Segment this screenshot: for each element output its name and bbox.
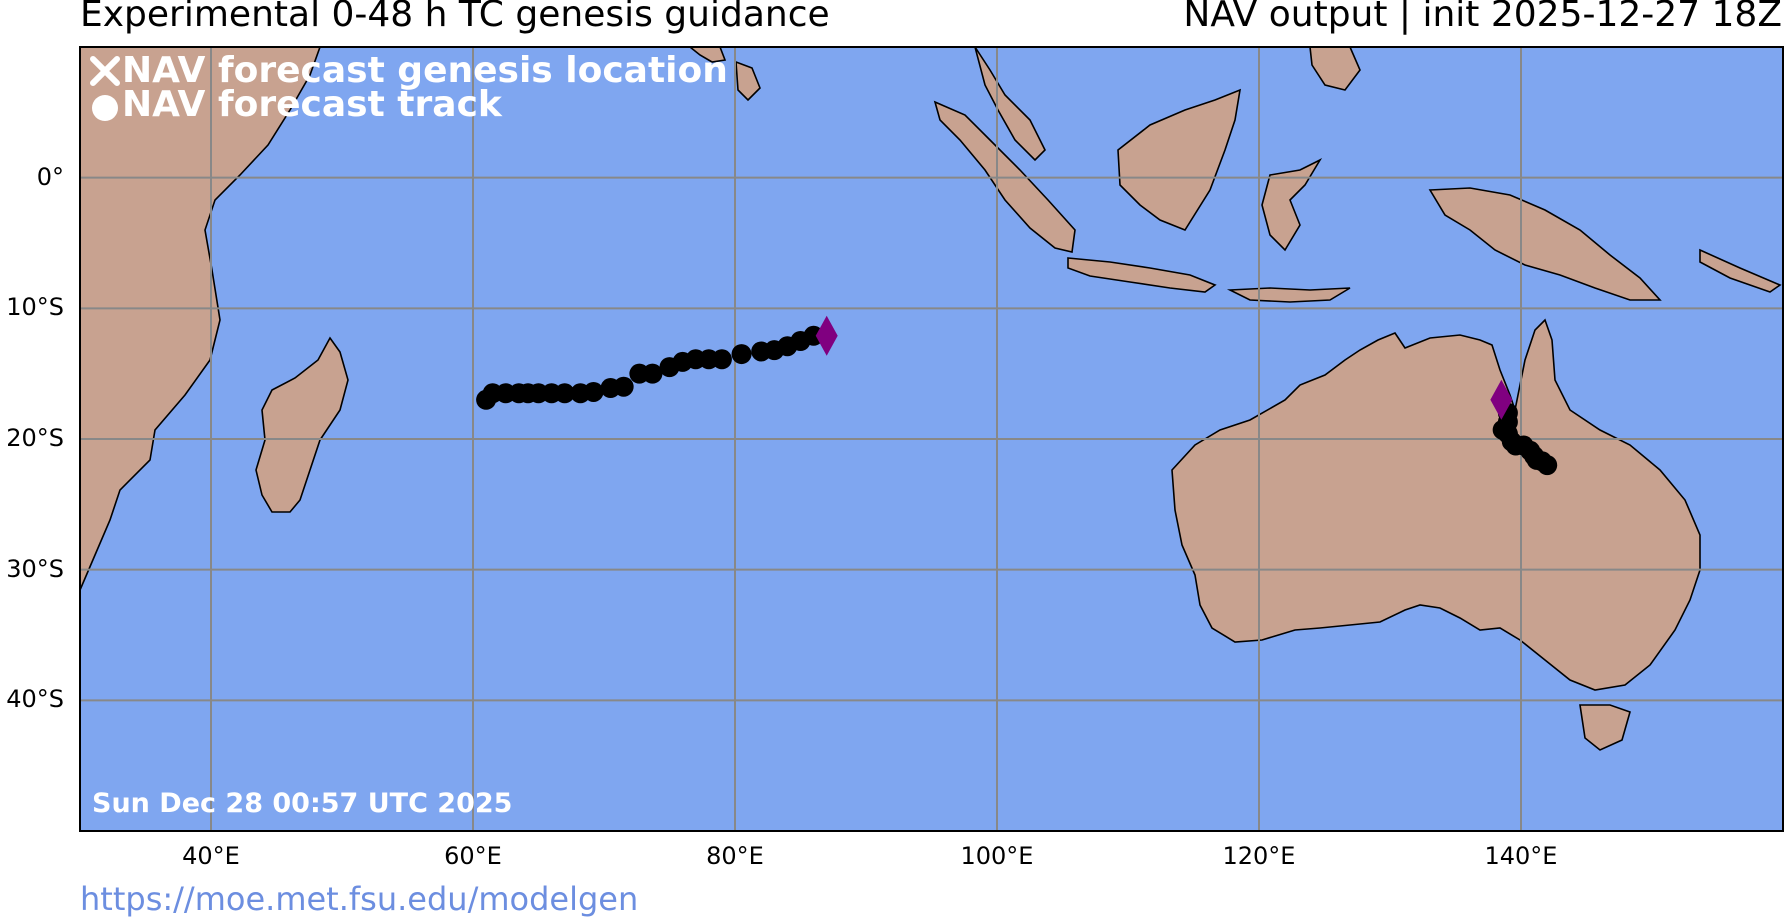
lon-tick-label: 100°E (960, 842, 1034, 870)
lon-tick-label: 80°E (706, 842, 764, 870)
genesis-marker (1490, 379, 1513, 420)
borneo-landmass (1117, 88, 1242, 231)
australia-landmass (1171, 318, 1701, 691)
timestamp: Sun Dec 28 00:57 UTC 2025 (92, 788, 513, 819)
sri-lanka-landmass (735, 60, 761, 102)
lon-tick-label: 40°E (182, 842, 240, 870)
madagascar-landmass (255, 336, 349, 513)
land-layer (80, 47, 1782, 751)
map-frame (79, 46, 1784, 832)
lon-tick-label: 120°E (1222, 842, 1296, 870)
tasmania-landmass (1579, 704, 1631, 751)
sulawesi-landmass (1261, 158, 1323, 252)
solomon-islands-landmass (1699, 248, 1782, 293)
lat-tick-label: 40°S (6, 685, 64, 714)
track-point (659, 357, 680, 378)
track-point (1526, 449, 1547, 470)
lat-tick-label: 30°S (6, 554, 64, 583)
run-info-title: NAV output | init 2025-12-27 18Z (1183, 0, 1782, 35)
track-point (629, 363, 650, 384)
lat-tick-label: 0° (36, 162, 64, 191)
legend-genesis: NAV forecast genesis location (88, 50, 728, 91)
legend-track: NAV forecast track (88, 84, 502, 125)
track-point (570, 383, 591, 404)
dot-marker-icon (88, 88, 122, 122)
india-tip-landmass (688, 47, 727, 63)
philippines-landmass (1309, 47, 1361, 91)
forecast-tracks (476, 315, 1558, 476)
x-marker-icon (88, 54, 122, 88)
chart-title: Experimental 0-48 h TC genesis guidance (80, 0, 830, 35)
footer-url-link[interactable]: https://moe.met.fsu.edu/modelgen (80, 880, 639, 918)
track-point (731, 344, 752, 365)
track-point (476, 389, 497, 410)
java-landmass (1067, 257, 1217, 293)
legend-track-label: NAV forecast track (122, 84, 502, 125)
new-guinea-landmass (1428, 187, 1662, 301)
track-point (751, 341, 772, 362)
lat-tick-label: 20°S (6, 424, 64, 452)
legend-genesis-label: NAV forecast genesis location (122, 50, 728, 91)
lat-tick-label: 10°S (6, 293, 64, 322)
track-point (600, 378, 621, 399)
genesis-marker (815, 315, 838, 356)
lon-tick-label: 60°E (444, 842, 502, 870)
lon-tick-label: 140°E (1484, 842, 1558, 870)
africa-landmass (80, 47, 321, 591)
